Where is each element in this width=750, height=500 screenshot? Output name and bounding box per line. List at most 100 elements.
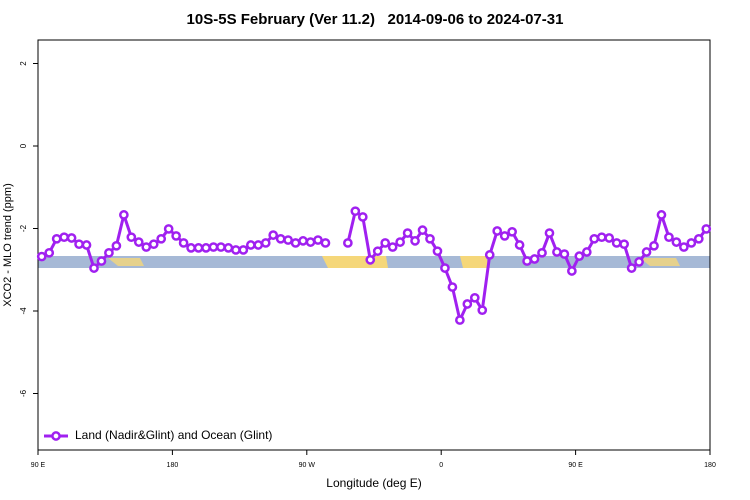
data-point [36,251,47,262]
land-patch [460,256,489,268]
data-point [537,247,547,258]
data-point [432,246,443,257]
data-point [201,243,211,253]
data-point [395,237,405,247]
data-point [171,231,181,241]
data-point [260,238,271,248]
data-point [178,238,189,248]
data-point [163,224,174,234]
data-point [529,254,540,264]
data-point [477,305,488,316]
data-point [208,242,219,252]
data-point [522,256,532,266]
y-axis-label: XCO2 - MLO trend (ppm) [2,183,14,306]
data-point [66,233,77,243]
data-point [701,224,712,234]
data-point [119,210,129,220]
land-patch [322,256,388,268]
data-point [656,210,667,220]
data-point [313,235,323,245]
y-tick-label: -4 [19,307,28,315]
data-point [186,243,196,253]
data-point [111,240,122,251]
data-point [238,245,249,255]
data-point [462,299,473,309]
data-point [126,232,137,243]
data-point [283,235,293,245]
data-point [664,232,674,243]
data-point [589,233,600,244]
data-point [559,249,570,259]
data-point [469,292,480,303]
y-tick-label: -6 [19,389,28,397]
data-point [268,230,279,240]
data-point [492,226,503,236]
data-point [417,225,428,236]
data-point [245,240,256,250]
data-point [567,266,577,276]
data-point [447,282,458,292]
data-point [440,263,450,273]
plot-frame [37,39,711,451]
data-point [148,239,159,250]
data-point [552,247,562,257]
data-point [357,212,368,222]
data-point [499,231,510,241]
x-tick-label: 90 E [31,462,46,469]
data-point [574,251,585,261]
x-tick-label: 180 [704,462,716,469]
data-point [275,233,286,244]
data-point [231,245,241,255]
data-point [343,238,353,248]
land-patch [640,258,680,266]
x-tick-label: 90 E [568,462,583,469]
data-point [514,240,525,250]
data-point [305,237,316,247]
data-point [372,246,383,257]
data-point [604,233,615,243]
data-point [104,247,114,258]
data-point [96,256,107,266]
data-point [634,257,644,267]
x-tick-label: 180 [167,462,179,469]
data-point [671,237,682,247]
data-point [679,242,689,252]
data-point [596,232,607,243]
data-point [59,232,69,243]
data-point [298,236,308,246]
y-tick-label: 0 [19,143,28,148]
data-point [156,233,167,244]
data-point [402,228,413,238]
data-point [641,247,652,257]
data-point [380,238,391,248]
data-point [350,206,361,217]
x-tick-label: 0 [439,462,443,469]
data-point [619,239,629,250]
data-point [626,263,637,273]
data-point [44,247,55,258]
data-point [387,242,398,252]
data-point [290,238,301,248]
data-point [216,242,226,252]
data-point [141,242,152,252]
y-tick-label: 2 [19,61,28,66]
data-point [611,238,622,248]
data-point [686,238,697,248]
data-point [544,228,555,238]
data-point [507,226,517,237]
x-tick-label: 90 W [299,462,316,469]
chart-title: 10S-5S February (Ver 11.2) 2014-09-06 to… [187,11,564,28]
data-point [365,254,376,265]
data-point [74,239,84,250]
data-point [693,233,704,244]
data-point [425,233,435,244]
data-point [581,247,592,257]
data-point [51,233,62,244]
data-point [193,243,204,253]
data-point [133,237,144,247]
data-point [455,315,465,325]
y-tick-label: -2 [19,224,28,232]
legend-label: Land (Nadir&Glint) and Ocean (Glint) [75,428,272,442]
x-axis-label: Longitude (deg E) [326,476,421,490]
